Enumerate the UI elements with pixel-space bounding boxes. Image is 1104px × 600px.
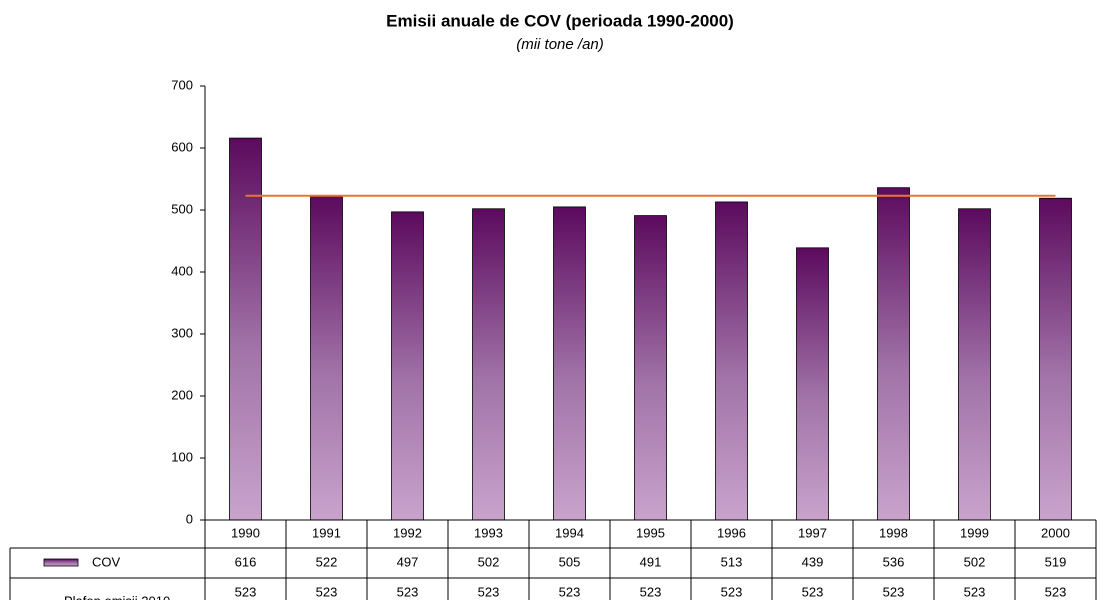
data-label: 536 bbox=[883, 554, 905, 569]
chart-title: Emisii anuale de COV (perioada 1990-2000… bbox=[386, 11, 734, 30]
y-tick-label: 700 bbox=[171, 77, 193, 92]
data-label: 523 bbox=[316, 584, 338, 599]
bar bbox=[715, 201, 748, 521]
bar bbox=[958, 208, 991, 521]
y-tick-label: 100 bbox=[171, 449, 193, 464]
bar bbox=[796, 247, 829, 521]
data-label: 523 bbox=[802, 584, 824, 599]
bar bbox=[1039, 197, 1072, 521]
data-label: 523 bbox=[235, 584, 257, 599]
y-tick-label: 400 bbox=[171, 263, 193, 278]
data-label: 502 bbox=[964, 554, 986, 569]
x-tick-label: 1990 bbox=[231, 525, 260, 540]
bar bbox=[553, 206, 586, 521]
bar bbox=[472, 208, 505, 521]
data-label: 523 bbox=[1045, 584, 1067, 599]
data-label: 523 bbox=[721, 584, 743, 599]
legend-icon bbox=[43, 558, 79, 567]
data-label: 491 bbox=[640, 554, 662, 569]
data-label: 523 bbox=[964, 584, 986, 599]
data-label: 523 bbox=[640, 584, 662, 599]
data-label: 439 bbox=[802, 554, 824, 569]
data-label: 505 bbox=[559, 554, 581, 569]
x-tick-label: 2000 bbox=[1041, 525, 1070, 540]
bar bbox=[634, 215, 667, 521]
x-tick-label: 1992 bbox=[393, 525, 422, 540]
bar bbox=[877, 187, 910, 521]
x-tick-label: 1996 bbox=[717, 525, 746, 540]
x-tick-label: 1997 bbox=[798, 525, 827, 540]
x-tick-label: 1993 bbox=[474, 525, 503, 540]
y-tick-label: 500 bbox=[171, 201, 193, 216]
chart-subtitle: (mii tone /an) bbox=[516, 36, 604, 53]
bar bbox=[391, 211, 424, 521]
bar bbox=[310, 195, 343, 521]
data-label: 497 bbox=[397, 554, 419, 569]
y-tick-label: 300 bbox=[171, 325, 193, 340]
data-label: 523 bbox=[559, 584, 581, 599]
legend-label: COV bbox=[92, 554, 121, 569]
data-label: 522 bbox=[316, 554, 338, 569]
x-tick-label: 1991 bbox=[312, 525, 341, 540]
data-label: 513 bbox=[721, 554, 743, 569]
data-label: 523 bbox=[883, 584, 905, 599]
legend-label: Plafon emisii 2010 bbox=[64, 593, 170, 600]
x-tick-label: 1994 bbox=[555, 525, 584, 540]
data-label: 519 bbox=[1045, 554, 1067, 569]
y-tick-label: 600 bbox=[171, 139, 193, 154]
x-tick-label: 1999 bbox=[960, 525, 989, 540]
bar bbox=[229, 137, 262, 521]
x-tick-label: 1995 bbox=[636, 525, 665, 540]
data-label: 502 bbox=[478, 554, 500, 569]
y-tick-label: 200 bbox=[171, 387, 193, 402]
y-tick-label: 0 bbox=[186, 511, 193, 526]
data-label: 616 bbox=[235, 554, 257, 569]
data-label: 523 bbox=[478, 584, 500, 599]
x-tick-label: 1998 bbox=[879, 525, 908, 540]
data-label: 523 bbox=[397, 584, 419, 599]
